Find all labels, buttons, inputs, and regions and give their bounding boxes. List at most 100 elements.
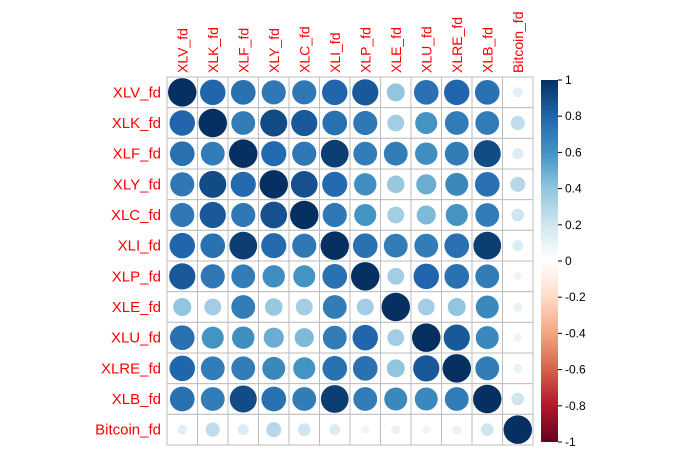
correlation-circle <box>263 327 284 348</box>
column-label: XLRE_fd <box>449 17 465 73</box>
correlation-circle <box>229 385 257 413</box>
column-label: XLP_fd <box>357 27 373 73</box>
colorbar-tick-label: 0 <box>565 254 572 268</box>
correlation-circle <box>169 386 195 412</box>
correlation-circle <box>237 424 249 436</box>
correlation-circle <box>387 114 405 132</box>
correlation-circle <box>169 355 195 382</box>
correlation-circle <box>322 202 347 228</box>
correlation-circle <box>231 356 256 381</box>
correlation-circle <box>444 233 470 259</box>
correlation-circle <box>387 329 405 347</box>
colorbar-tick-label: 0.6 <box>565 145 582 159</box>
correlation-circle <box>320 231 349 260</box>
correlation-circle <box>416 174 437 195</box>
correlation-circle <box>381 292 410 322</box>
row-label: XLC_fd <box>111 207 161 224</box>
correlation-circle <box>447 297 466 317</box>
correlation-circle <box>292 387 317 411</box>
colorbar-tick-label: -0.4 <box>565 326 586 340</box>
correlation-circle <box>292 141 317 166</box>
correlation-circle <box>293 265 316 288</box>
correlation-circle <box>200 387 225 411</box>
correlation-circle <box>262 356 286 380</box>
correlation-circle <box>513 302 523 312</box>
correlation-circle <box>261 80 286 105</box>
correlation-circle <box>231 111 256 135</box>
correlation-circle <box>205 422 220 437</box>
correlation-circle <box>229 231 258 260</box>
correlation-circle <box>413 355 440 382</box>
column-label: XLE_fd <box>388 27 404 73</box>
correlation-circle <box>261 233 287 259</box>
correlation-circle <box>231 264 256 289</box>
correlation-circle <box>200 356 225 381</box>
correlation-circle <box>386 359 405 378</box>
correlation-circle <box>452 425 462 435</box>
correlation-circle <box>354 173 377 196</box>
correlation-circle <box>416 205 436 225</box>
correlation-circle <box>229 139 258 168</box>
row-label: XLRE_fd <box>101 360 161 377</box>
correlation-circle <box>473 140 501 168</box>
correlation-circle <box>473 231 502 260</box>
colorbar-tick-label: 0.8 <box>565 109 582 123</box>
correlation-circle <box>386 83 405 102</box>
row-label: XLE_fd <box>112 299 161 316</box>
correlation-circle <box>169 232 195 259</box>
correlation-circle <box>422 425 431 434</box>
colorbar <box>541 80 558 442</box>
correlation-circle <box>475 295 499 319</box>
correlation-circle <box>232 326 255 349</box>
correlation-circle <box>322 325 347 350</box>
correlation-circle <box>295 298 313 316</box>
correlation-circle <box>200 79 226 106</box>
correlation-circle <box>230 79 256 105</box>
correlation-circle <box>322 295 347 319</box>
colorbar-tick-label: -0.2 <box>565 290 586 304</box>
correlation-circle <box>291 109 318 137</box>
correlation-circle <box>353 110 378 136</box>
correlation-circle <box>475 356 500 381</box>
correlation-circle <box>474 79 500 105</box>
correlation-circle <box>510 176 526 192</box>
colorbar-tick-label: 0.4 <box>565 182 582 196</box>
correlation-circle <box>266 422 282 438</box>
correlation-circle <box>169 325 195 351</box>
correlation-circle <box>412 323 441 352</box>
correlation-circle <box>387 267 405 285</box>
correlation-circle <box>356 298 374 316</box>
correlation-circle <box>415 111 438 135</box>
colorbar-tick-label: -0.8 <box>565 399 586 413</box>
correlation-circle <box>261 141 287 167</box>
correlation-circle <box>199 170 227 198</box>
correlation-circle <box>351 262 380 291</box>
correlation-circle <box>294 328 314 348</box>
row-label: XLB_fd <box>112 391 161 408</box>
correlation-circle <box>352 324 378 351</box>
row-label: XLU_fd <box>111 330 161 347</box>
colorbar-tick-label: -0.6 <box>565 363 586 377</box>
column-label: XLU_fd <box>418 26 434 73</box>
correlation-circle <box>513 363 523 373</box>
correlation-circle <box>169 141 195 167</box>
correlation-circle <box>386 175 405 194</box>
row-label: XLP_fd <box>112 268 161 285</box>
correlation-circle <box>384 387 408 411</box>
correlation-circle <box>510 115 525 131</box>
correlation-circle <box>444 263 470 289</box>
column-label: XLY_fd <box>266 28 282 73</box>
column-label: Bitcoin_fd <box>510 12 526 73</box>
correlation-circle <box>414 233 439 258</box>
correlation-circle <box>444 141 469 166</box>
column-label: XLB_fd <box>479 27 495 73</box>
correlation-circle <box>512 148 524 160</box>
color-legend <box>541 80 558 442</box>
correlation-circle <box>444 79 470 106</box>
correlation-circle <box>259 170 288 199</box>
row-label: XLF_fd <box>113 146 161 163</box>
row-label: XLI_fd <box>118 238 161 255</box>
correlation-circle <box>290 200 319 230</box>
correlation-circles <box>168 78 532 444</box>
correlation-circle <box>201 326 224 349</box>
